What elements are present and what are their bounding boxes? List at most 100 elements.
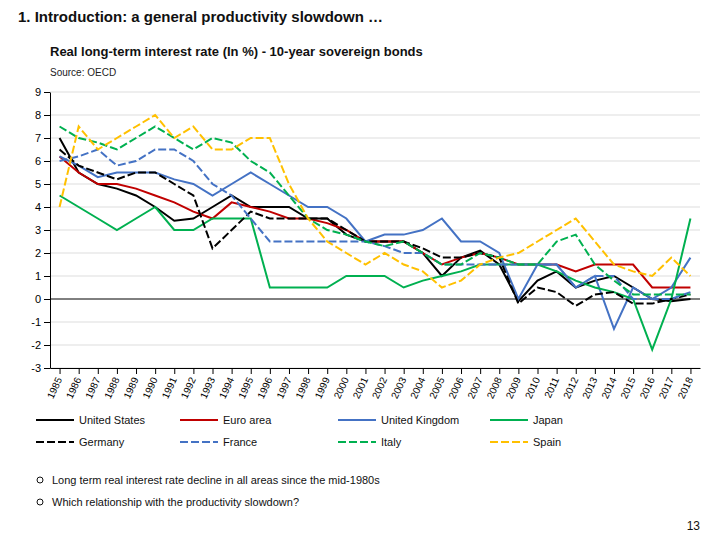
tick-mark: [576, 368, 577, 374]
legend-label: United Kingdom: [381, 414, 459, 426]
tick-mark: [385, 368, 386, 374]
tick-label: 1: [35, 270, 41, 282]
tick-mark: [232, 368, 233, 374]
bullet-text: Which relationship with the productivity…: [52, 496, 299, 508]
tick-mark: [44, 138, 50, 139]
tick-label: -2: [31, 339, 41, 351]
tick: 2004: [408, 368, 428, 400]
tick: 1: [35, 270, 50, 282]
tick-label: 1999: [312, 375, 332, 400]
series-line: [60, 150, 691, 300]
y-axis: -3-2-10123456789: [31, 86, 50, 374]
tick-mark: [44, 207, 50, 208]
bullet-marker: [37, 499, 43, 505]
tick-mark: [595, 368, 596, 374]
tick-label: 2018: [676, 375, 696, 400]
title: 1. Introduction: a general productivity …: [18, 8, 383, 25]
chart: 1. Introduction: a general productivity …: [0, 0, 720, 540]
grid-line: [50, 161, 700, 162]
tick-mark: [98, 368, 99, 374]
tick-mark: [44, 92, 50, 93]
legend: United StatesEuro areaUnited KingdomJapa…: [36, 414, 563, 448]
subtitle: Real long-term interest rate (In %) - 10…: [50, 44, 423, 59]
tick: 7: [35, 132, 50, 144]
tick-label: 6: [35, 155, 41, 167]
tick: 2000: [332, 368, 352, 400]
tick-label: 1997: [274, 375, 294, 400]
tick-label: 1990: [140, 375, 160, 400]
tick: 2007: [465, 368, 485, 400]
tick-mark: [44, 299, 50, 300]
tick-mark: [461, 368, 462, 374]
tick: -1: [31, 316, 50, 328]
series-line: [60, 115, 691, 288]
tick-label: 2004: [408, 375, 428, 400]
tick: 1993: [198, 368, 218, 400]
legend-item: Spain: [490, 436, 561, 448]
bullet-marker: [37, 477, 43, 483]
tick-mark: [155, 368, 156, 374]
legend-label: Germany: [79, 436, 125, 448]
grid-line: [50, 92, 700, 93]
plot-area: -3-2-10123456789198519861987198819891990…: [31, 86, 700, 400]
grid-line: [50, 115, 700, 116]
tick-label: 1992: [179, 375, 199, 400]
legend-item: Euro area: [180, 414, 272, 426]
tick: 1990: [140, 368, 160, 400]
tick-mark: [44, 368, 50, 369]
tick-mark: [174, 368, 175, 374]
page-number: 13: [687, 519, 701, 533]
tick-label: 1994: [217, 375, 237, 400]
tick-label: 1995: [236, 375, 256, 400]
tick-label: 2013: [580, 375, 600, 400]
tick: 1999: [312, 368, 332, 400]
tick: 2005: [427, 368, 447, 400]
tick-mark: [44, 253, 50, 254]
tick: 2013: [580, 368, 600, 400]
tick: 1998: [293, 368, 313, 400]
legend-label: France: [223, 436, 257, 448]
tick-label: 2014: [599, 375, 619, 400]
tick: 1995: [236, 368, 256, 400]
legend-label: Spain: [533, 436, 561, 448]
tick-label: 2015: [618, 375, 638, 400]
tick-label: 2010: [523, 375, 543, 400]
tick-mark: [44, 230, 50, 231]
tick: 2002: [370, 368, 390, 400]
legend-label: Euro area: [223, 414, 272, 426]
tick: 3: [35, 224, 50, 236]
tick-mark: [442, 368, 443, 374]
tick-label: 1986: [64, 375, 84, 400]
tick: 1991: [160, 368, 180, 400]
tick: -2: [31, 339, 50, 351]
tick: 2018: [676, 368, 696, 400]
tick-mark: [44, 345, 50, 346]
tick-mark: [251, 368, 252, 374]
tick: 2003: [389, 368, 409, 400]
tick-label: 1998: [293, 375, 313, 400]
tick-mark: [538, 368, 539, 374]
tick: 2: [35, 247, 50, 259]
tick: 8: [35, 109, 50, 121]
tick: 1988: [102, 368, 122, 400]
tick-mark: [614, 368, 615, 374]
tick-label: 2002: [370, 375, 390, 400]
legend-swatch: [180, 419, 218, 421]
legend-swatch: [490, 419, 528, 421]
grid-line: [50, 368, 700, 369]
tick-label: 2003: [389, 375, 409, 400]
axis-line: [51, 368, 701, 369]
tick: 5: [35, 178, 50, 190]
tick-label: 2012: [561, 375, 581, 400]
tick-label: 1988: [102, 375, 122, 400]
tick-mark: [327, 368, 328, 374]
legend-item: Japan: [490, 414, 563, 426]
tick-label: 1991: [160, 375, 180, 400]
tick-label: 2007: [465, 375, 485, 400]
tick-mark: [193, 368, 194, 374]
tick-label: 2006: [446, 375, 466, 400]
tick: 1996: [255, 368, 275, 400]
tick: 9: [35, 86, 50, 98]
tick-label: 2: [35, 247, 41, 259]
tick: 2012: [561, 368, 581, 400]
